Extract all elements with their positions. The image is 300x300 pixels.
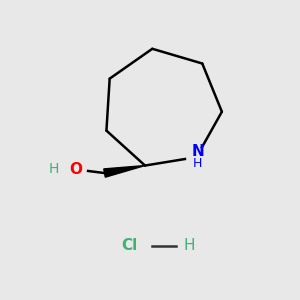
- Text: H: H: [48, 163, 59, 176]
- Text: H: H: [193, 157, 203, 170]
- Text: N: N: [191, 144, 204, 159]
- Text: O: O: [70, 162, 83, 177]
- Text: Cl: Cl: [121, 238, 137, 253]
- Polygon shape: [104, 166, 145, 177]
- Text: H: H: [183, 238, 195, 253]
